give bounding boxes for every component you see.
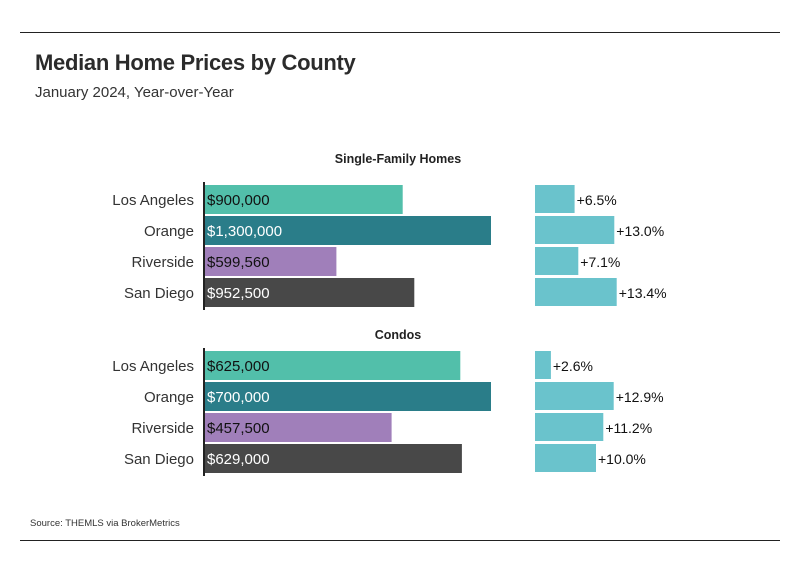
change-bar-orange bbox=[535, 216, 615, 244]
change-bar-san-diego bbox=[535, 444, 596, 472]
value-bar-riverside bbox=[204, 247, 337, 276]
change-label-riverside: +7.1% bbox=[580, 254, 620, 270]
chart-subtitle: January 2024, Year-over-Year bbox=[35, 84, 234, 101]
value-bar-orange bbox=[204, 382, 491, 411]
category-label-orange: Orange bbox=[144, 389, 194, 406]
value-label-los-angeles: $625,000 bbox=[207, 358, 270, 375]
value-label-san-diego: $952,500 bbox=[207, 285, 270, 302]
source-note: Source: THEMLS via BrokerMetrics bbox=[30, 518, 180, 529]
change-bar-los-angeles bbox=[535, 351, 551, 379]
change-label-los-angeles: +2.6% bbox=[553, 358, 593, 374]
value-label-riverside: $457,500 bbox=[207, 420, 270, 437]
category-label-riverside: Riverside bbox=[131, 420, 194, 437]
value-bar-riverside bbox=[204, 413, 392, 442]
category-label-riverside: Riverside bbox=[131, 254, 194, 271]
category-label-orange: Orange bbox=[144, 223, 194, 240]
value-label-orange: $700,000 bbox=[207, 389, 270, 406]
change-label-san-diego: +10.0% bbox=[598, 451, 646, 467]
change-bar-los-angeles bbox=[535, 185, 575, 213]
value-bar-san-diego bbox=[204, 444, 462, 473]
change-bar-orange bbox=[535, 382, 614, 410]
change-label-san-diego: +13.4% bbox=[619, 285, 667, 301]
value-bar-orange bbox=[204, 216, 491, 245]
chart-title: Median Home Prices by County bbox=[35, 50, 356, 75]
group-title-single-family-homes: Single-Family Homes bbox=[335, 152, 461, 166]
category-label-los-angeles: Los Angeles bbox=[112, 192, 194, 209]
value-bar-los-angeles bbox=[204, 185, 403, 214]
value-label-orange: $1,300,000 bbox=[207, 223, 282, 240]
change-bar-san-diego bbox=[535, 278, 617, 306]
value-label-los-angeles: $900,000 bbox=[207, 192, 270, 209]
category-label-san-diego: San Diego bbox=[124, 451, 194, 468]
bottom-rule bbox=[20, 540, 780, 541]
top-rule bbox=[20, 32, 780, 33]
change-bar-riverside bbox=[535, 413, 604, 441]
value-bar-los-angeles bbox=[204, 351, 461, 380]
category-label-los-angeles: Los Angeles bbox=[112, 358, 194, 375]
change-label-los-angeles: +6.5% bbox=[577, 192, 617, 208]
value-bar-san-diego bbox=[204, 278, 415, 307]
value-label-riverside: $599,560 bbox=[207, 254, 270, 271]
value-label-san-diego: $629,000 bbox=[207, 451, 270, 468]
change-bar-riverside bbox=[535, 247, 579, 275]
category-label-san-diego: San Diego bbox=[124, 285, 194, 302]
change-label-riverside: +11.2% bbox=[605, 420, 652, 436]
group-title-condos: Condos bbox=[375, 328, 422, 342]
change-label-orange: +12.9% bbox=[616, 389, 664, 405]
change-label-orange: +13.0% bbox=[616, 223, 664, 239]
